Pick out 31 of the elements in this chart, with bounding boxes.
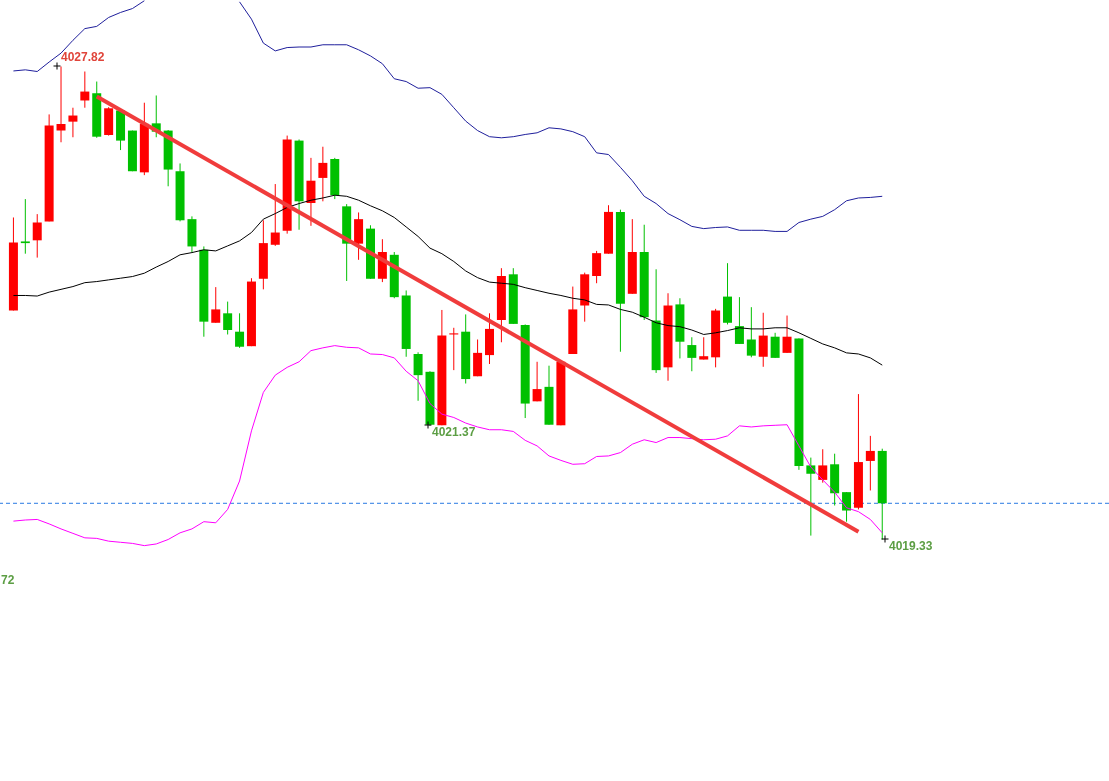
candlestick — [806, 457, 816, 537]
candlestick — [746, 306, 756, 358]
candlestick — [68, 107, 78, 138]
candlestick — [818, 448, 828, 484]
candlestick — [56, 66, 66, 143]
candlestick — [235, 312, 245, 349]
candlestick — [782, 315, 792, 354]
text: 4019.33 — [889, 539, 933, 553]
candlestick — [758, 312, 768, 368]
candlestick — [32, 213, 42, 259]
candlestick — [770, 332, 780, 359]
candlestick — [270, 183, 280, 247]
candlestick — [80, 71, 90, 109]
text: 4027.82 — [61, 50, 105, 64]
candlestick — [413, 351, 423, 402]
candlestick — [449, 327, 459, 371]
candlestick — [532, 361, 542, 402]
candlestick — [318, 146, 328, 202]
candlestick — [473, 338, 483, 377]
text: 72 — [1, 573, 15, 587]
candlestick — [734, 296, 744, 345]
candlestick — [223, 301, 233, 335]
annotation: 4021.37 — [432, 425, 476, 439]
candlestick — [592, 250, 602, 284]
candlestick — [865, 435, 875, 491]
candlestick — [211, 286, 221, 324]
candlestick — [687, 336, 697, 372]
candlestick — [20, 198, 30, 255]
candlestick — [699, 336, 709, 361]
candlestick — [842, 491, 852, 523]
candlestick — [306, 157, 316, 227]
